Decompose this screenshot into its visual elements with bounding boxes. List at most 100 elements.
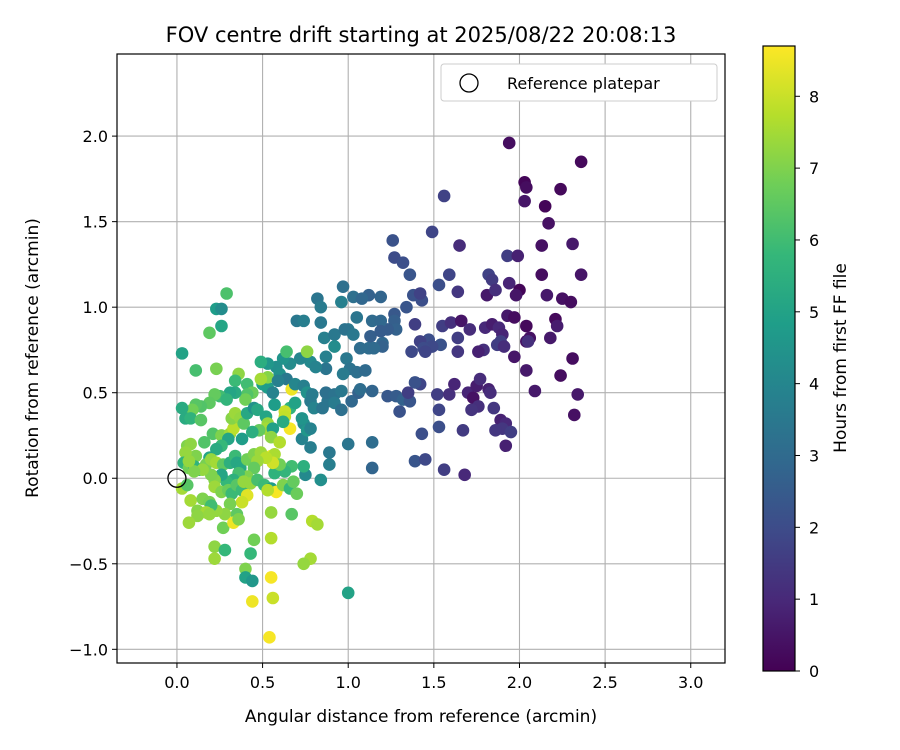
scatter-point [189,364,203,377]
scatter-point [521,335,535,348]
scatter-point [374,324,388,338]
scatter-point [216,521,230,535]
scatter-point [508,311,521,324]
scatter-point [472,345,485,358]
scatter-point [437,189,451,203]
scatter-point [540,288,554,302]
scatter-point [453,239,466,252]
scatter-point [297,557,310,571]
scatter-point [408,376,422,389]
scatter-point [520,181,533,194]
scatter-point [501,249,514,263]
scatter-point [350,311,364,324]
scatter-point [328,328,341,341]
scatter-point [418,345,432,358]
scatter-point [285,507,298,521]
scatter-point [208,552,221,565]
scatter-point [497,340,511,353]
scatter-point [198,436,211,449]
scatter-point [408,454,422,468]
x-tick-label: 0.0 [164,673,189,692]
scatter-point [210,362,223,376]
scatter-point [359,364,372,377]
scatter-point [403,268,417,281]
scatter-point [227,422,240,435]
scatter-point [353,341,367,355]
scatter-point [280,345,293,358]
scatter-point [502,276,516,290]
scatter-point [542,217,555,230]
scatter-point [335,384,348,398]
scatter-point [295,412,309,425]
scatter-point [458,468,471,482]
scatter-point [314,300,328,314]
legend-label-reference: Reference platepar [507,74,660,93]
scatter-point [254,372,268,386]
scatter-point [502,136,516,150]
scatter-point [341,586,355,600]
scatter-point [567,408,581,422]
chart-title: FOV centre drift starting at 2025/08/22 … [166,23,677,47]
scatter-point [271,374,285,388]
colorbar-tick-label: 6 [809,231,819,250]
scatter-point [203,326,216,340]
scatter-point [264,506,278,519]
scatter-point [247,533,261,547]
colorbar-tick-label: 8 [809,87,819,106]
scatter-point [489,424,502,437]
scatter-point [218,543,232,557]
reference-point-marker [167,468,187,488]
scatter-point [544,331,557,345]
scatter-point [220,393,233,406]
scatter-point [182,454,196,468]
y-axis-label: Rotation from reference (arcmin) [23,218,43,498]
scatter-point [364,329,377,343]
scatter-point [263,631,276,644]
scatter-point [319,362,333,376]
scatter-point [191,509,204,523]
scatter-point [175,347,189,360]
scatter-point [340,352,353,365]
scatter-point [518,194,531,208]
scatter-point [336,280,350,293]
scatter-point [432,403,446,417]
scatter-point [247,461,261,475]
x-axis-label: Angular distance from reference (arcmin) [245,707,597,727]
scatter-point [413,287,427,300]
colorbar-gradient [762,45,796,672]
scatter-point [297,314,310,328]
scatter-point [251,403,264,417]
scatter-point [175,401,189,415]
y-tick-label: −1.0 [69,640,108,659]
scatter-point [365,436,379,449]
scatter-point [345,394,358,408]
scatter-point [353,382,367,396]
colorbar-ticks: 0 1 2 3 4 5 6 7 8 [795,87,819,681]
legend-box [440,63,718,102]
scatter-point [535,239,549,252]
scatter-point [203,507,216,521]
legend: Reference platepar [440,63,718,102]
scatter-point [246,574,259,588]
scatter-point [290,487,304,500]
scatter-point [314,473,328,487]
scatter-point [528,384,542,398]
scatter-point [309,360,322,374]
scatter-point [566,352,579,365]
scatter-point [266,591,280,605]
scatter-point [184,412,197,425]
scatter-point [400,300,413,314]
scatter-point [432,420,446,434]
scatter-point [408,317,422,331]
scatter-point [499,439,513,453]
scatter-point [574,268,588,281]
scatter-point [504,425,518,439]
x-tick-label: 3.0 [678,673,703,692]
scatter-point [535,268,549,281]
scatter-point [393,405,406,418]
scatter-point [341,437,355,451]
scatter-point [538,199,552,213]
scatter-point [554,369,567,382]
plot-frame [116,53,726,664]
scatter-point [287,475,300,488]
